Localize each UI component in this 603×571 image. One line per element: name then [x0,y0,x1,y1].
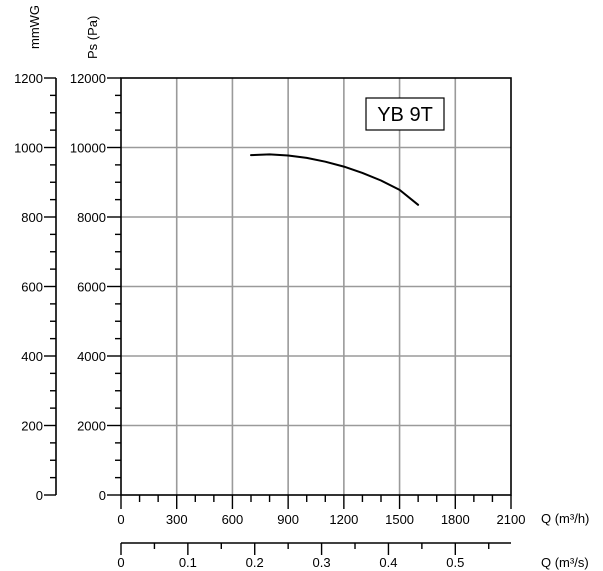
y-axis-tick-label: 0 [99,488,106,503]
x2-axis-tick-label: 0.3 [313,555,331,570]
x2-axis-title: Q (m³/s) [541,555,589,570]
performance-curve [250,153,420,206]
x-axis-title: Q (m³/h) [541,511,589,526]
x-axis-tick-label: 0 [117,512,124,527]
x-axis-tick-label: 1500 [385,512,414,527]
x-axis-tick-label: 300 [166,512,188,527]
x-axis-tick-label: 900 [277,512,299,527]
x-axis-tick-label: 2100 [497,512,526,527]
x2-axis-tick-label: 0.1 [179,555,197,570]
x2-axis-tick-label: 0.4 [379,555,397,570]
y-axis-tick-label: 12000 [70,71,106,86]
x2-axis-tick-label: 0.5 [446,555,464,570]
y2-axis-tick-label: 1200 [14,71,43,86]
y2-axis-tick-label: 0 [36,488,43,503]
y2-axis-title: mmWG [27,5,42,49]
model-label-box: YB 9T [365,97,445,131]
x-axis-tick-label: 600 [222,512,244,527]
model-label: YB 9T [377,104,433,126]
y2-axis-tick-label: 800 [21,210,43,225]
grid [121,78,511,495]
y2-axis-tick-label: 400 [21,349,43,364]
y2-axis-tick-label: 600 [21,280,43,295]
y-axis-tick-label: 2000 [77,419,106,434]
x-axis-tick-label: 1200 [329,512,358,527]
y-axis-tick-label: 8000 [77,210,106,225]
y2-axis-tick-label: 1000 [14,141,43,156]
y-axis-tick-label: 6000 [77,280,106,295]
y-axis-tick-label: 4000 [77,349,106,364]
y-axis-tick-label: 10000 [70,141,106,156]
x-axis-tick-label: 1800 [441,512,470,527]
axes: 0200040006000800010000120000200400600800… [14,71,525,570]
x2-axis-tick-label: 0.2 [246,555,264,570]
y-axis-title: Ps (Pa) [85,16,100,59]
y2-axis-tick-label: 200 [21,419,43,434]
series [250,153,420,206]
x2-axis-tick-label: 0 [117,555,124,570]
